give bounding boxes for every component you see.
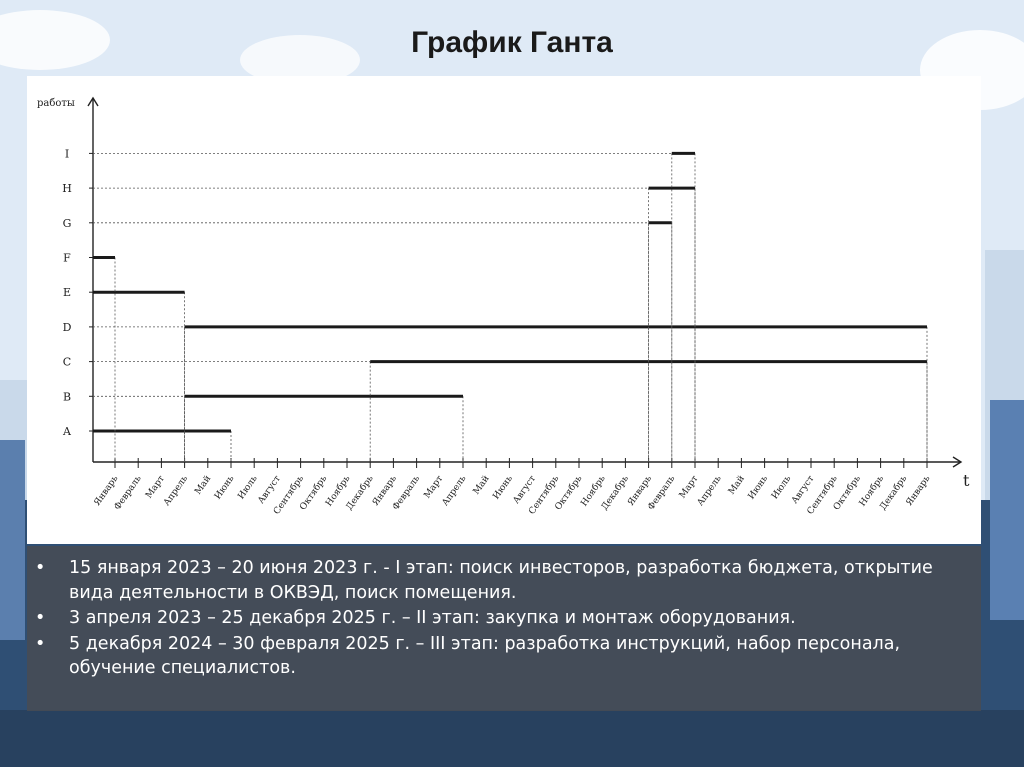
task-label: E: [63, 286, 71, 299]
x-tick-label: Январь: [905, 474, 933, 508]
stage-2-item: • 3 апреля 2023 – 25 декабря 2025 г. – II…: [27, 606, 981, 631]
x-tick-label: Июнь: [213, 474, 236, 502]
y-axis-arrow: [87, 96, 99, 107]
x-axis-arrow: [952, 456, 963, 468]
bullet-icon: •: [35, 633, 46, 654]
stage-3-item: • 5 декабря 2024 – 30 февраля 2025 г. – I…: [27, 632, 981, 681]
task-label: B: [63, 390, 71, 403]
x-tick-label: Март: [144, 474, 167, 500]
x-tick-label: Апрель: [162, 474, 190, 508]
task-label: D: [63, 321, 72, 334]
x-tick-label: Июль: [770, 474, 793, 501]
stage-3-text: 5 декабря 2024 – 30 февраля 2025 г. – II…: [69, 633, 901, 679]
stage-1-text: 15 января 2023 – 20 июня 2023 г. - I эта…: [69, 558, 933, 603]
task-label: I: [65, 147, 69, 160]
x-tick-label: Июль: [236, 474, 259, 501]
x-tick-label: Апрель: [440, 474, 468, 508]
x-tick-label: Июнь: [491, 474, 514, 502]
x-tick-label: Май: [727, 474, 747, 497]
stages-text-panel: • 15 января 2023 – 20 июня 2023 г. - I эт…: [27, 546, 981, 711]
x-tick-label: Апрель: [696, 474, 724, 508]
stage-2-text: 3 апреля 2023 – 25 декабря 2025 г. – II …: [69, 608, 796, 628]
bullet-icon: •: [35, 558, 46, 578]
stage-1-item: • 15 января 2023 – 20 июня 2023 г. - I эт…: [27, 556, 981, 605]
stages-list: • 15 января 2023 – 20 июня 2023 г. - I эт…: [27, 546, 981, 681]
gantt-chart-panel: работы t Январь Февраль Март Апрель Май Июнь Июл…: [27, 76, 981, 544]
task-label: C: [63, 356, 71, 369]
task-label: A: [62, 425, 72, 438]
task-label: G: [63, 217, 72, 230]
y-axis-label: работы: [37, 98, 75, 109]
x-tick-label: Июнь: [747, 474, 770, 502]
x-tick-label: Май: [472, 474, 492, 497]
x-axis-label: t: [963, 471, 970, 490]
x-tick-label: Март: [423, 474, 446, 500]
x-tick-label: Март: [678, 474, 701, 500]
slide-title: График Ганта: [411, 26, 613, 59]
bullet-icon: •: [35, 608, 46, 628]
x-tick-label: Май: [193, 474, 213, 497]
task-label: F: [63, 252, 71, 265]
task-label: H: [62, 182, 72, 195]
